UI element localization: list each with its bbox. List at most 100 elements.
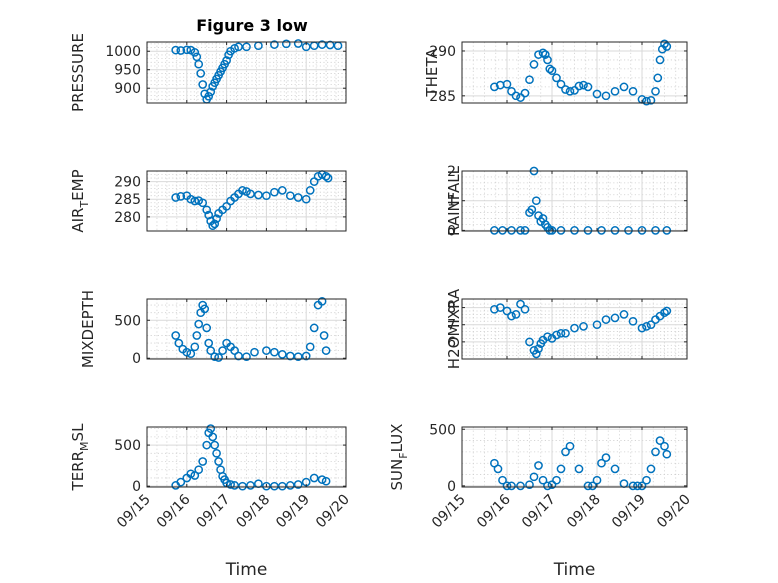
data-point — [171, 193, 181, 202]
data-point — [637, 323, 647, 333]
data-point — [592, 475, 602, 485]
data-point — [543, 481, 552, 491]
data-point — [657, 44, 667, 54]
subplot-8: 0 500 09/15 09/16 09/17 09/18 09/19 09/20 Time SU… — [388, 422, 694, 580]
axes-frame — [146, 298, 347, 360]
data-point — [171, 45, 181, 55]
data-point — [502, 306, 512, 316]
x-tick-label: 09/18 — [564, 492, 604, 532]
data-point — [176, 192, 186, 201]
data-point — [490, 82, 499, 92]
data-point — [583, 481, 593, 491]
data-point — [301, 194, 311, 204]
data-point — [246, 481, 255, 490]
data-point — [214, 457, 223, 466]
data-point — [321, 476, 331, 486]
data-point — [202, 323, 212, 333]
data-point — [646, 95, 656, 105]
data-point — [628, 316, 638, 326]
y-tick-label: 0 — [132, 479, 141, 495]
y-axis-label: H2OMIXRA — [445, 288, 463, 369]
y-tick-label: 285 — [429, 89, 456, 105]
data-point — [254, 41, 263, 51]
data-point — [319, 331, 329, 340]
data-point — [493, 464, 503, 474]
data-point — [262, 191, 271, 201]
y-axis-label: SUNFLUX — [388, 424, 410, 491]
data-point — [230, 43, 239, 53]
axes-frame — [146, 170, 347, 232]
data-point — [531, 196, 541, 206]
data-point — [192, 331, 202, 340]
data-point — [305, 342, 315, 352]
data-point — [208, 221, 218, 231]
data-point — [262, 346, 271, 355]
data-point — [222, 56, 231, 65]
y-tick-label: 1 — [447, 194, 456, 210]
y-tick-label: 8 — [447, 301, 456, 317]
data-point — [610, 86, 620, 96]
y-axis-label: PRESSURE — [69, 33, 87, 112]
data-point — [583, 226, 593, 235]
data-point — [520, 88, 530, 98]
data-point — [182, 45, 192, 55]
data-point — [507, 86, 516, 96]
data-point — [534, 344, 543, 354]
data-point — [552, 475, 561, 485]
data-point — [242, 352, 251, 362]
y-tick-label: 1000 — [105, 44, 141, 60]
data-point — [293, 480, 303, 489]
data-point — [579, 322, 588, 331]
y-tick-label: 285 — [114, 192, 141, 208]
data-point — [200, 304, 210, 314]
data-point — [655, 436, 665, 445]
data-point — [583, 82, 593, 92]
data-point — [529, 60, 539, 69]
data-point — [561, 447, 570, 457]
data-point — [190, 342, 200, 352]
data-point — [561, 85, 570, 94]
data-point — [198, 457, 208, 466]
data-point — [270, 187, 279, 197]
data-point — [214, 353, 223, 362]
data-point — [174, 338, 184, 348]
data-point — [498, 475, 507, 485]
data-point — [651, 447, 660, 457]
data-point — [601, 315, 611, 324]
data-point — [242, 42, 251, 52]
data-point — [642, 475, 651, 485]
y-tick-label: 280 — [114, 210, 141, 226]
data-point — [570, 323, 579, 333]
x-tick-label: 09/17 — [194, 492, 234, 532]
data-point — [285, 351, 295, 361]
data-point — [317, 40, 327, 49]
data-point — [490, 304, 499, 314]
data-point — [556, 464, 566, 474]
x-tick-label: 09/17 — [519, 492, 559, 532]
data-point — [198, 198, 208, 208]
data-point — [651, 86, 660, 96]
data-point — [204, 338, 214, 348]
data-point — [301, 351, 311, 361]
data-point — [182, 347, 192, 357]
data-point — [171, 331, 181, 340]
data-point — [646, 320, 656, 330]
x-tick-label: 09/20 — [313, 492, 353, 532]
data-point — [246, 189, 255, 199]
data-point — [293, 39, 303, 48]
data-point — [190, 471, 200, 480]
data-point — [206, 87, 216, 97]
data-point — [646, 464, 656, 474]
axes-frame — [461, 41, 688, 104]
data-point — [660, 308, 669, 318]
data-point — [538, 48, 548, 58]
data-point — [662, 42, 672, 51]
data-point — [502, 481, 512, 491]
data-point — [552, 330, 561, 340]
y-tick-label: 500 — [429, 422, 456, 438]
data-point — [234, 351, 243, 361]
data-point — [556, 328, 566, 338]
